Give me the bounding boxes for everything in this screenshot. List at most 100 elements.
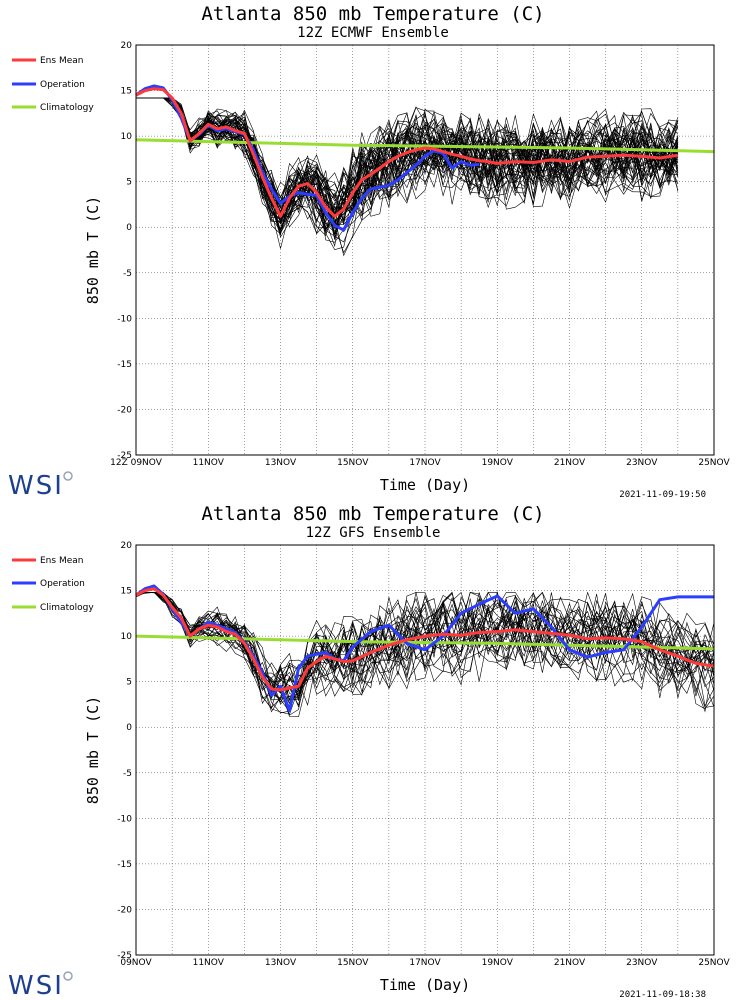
y-tick-label: 0 bbox=[126, 223, 132, 233]
legend: Ens Mean Operation Climatology bbox=[12, 556, 94, 613]
wsi-logo-text: WSI bbox=[8, 971, 64, 1000]
y-tick-label: -15 bbox=[117, 360, 132, 370]
y-tick-label: 5 bbox=[126, 178, 132, 188]
y-tick-label: -5 bbox=[123, 269, 132, 279]
y-tick-label: -25 bbox=[117, 951, 132, 961]
legend-label-climatology: Climatology bbox=[40, 103, 94, 113]
y-tick-label: -15 bbox=[117, 860, 132, 870]
y-tick-label: -5 bbox=[123, 769, 132, 779]
y-tick-label: -20 bbox=[117, 405, 132, 415]
x-tick-label: 19NOV bbox=[482, 458, 514, 468]
y-axis-ticks: 20 15 10 5 0 -5 -10 -15 -20 -25 bbox=[117, 541, 132, 961]
x-tick-label: 23NOV bbox=[626, 458, 658, 468]
ensemble-member-line bbox=[136, 97, 679, 235]
ensemble-member-line bbox=[136, 97, 679, 226]
ensemble-member-line bbox=[136, 97, 679, 213]
y-tick-label: 20 bbox=[121, 541, 133, 551]
chart-subtitle: 12Z ECMWF Ensemble bbox=[297, 25, 449, 41]
wsi-logo: WSI bbox=[8, 971, 73, 1000]
y-tick-label: -25 bbox=[117, 451, 132, 461]
y-axis-ticks: 20 15 10 5 0 -5 -10 -15 -20 -25 bbox=[117, 41, 132, 461]
x-axis-ticks: 12Z 09NOV 11NOV 13NOV 15NOV 17NOV 19NOV 21NOV 2… bbox=[110, 458, 730, 468]
chart-subtitle: 12Z GFS Ensemble bbox=[306, 525, 441, 541]
ensemble-member-line bbox=[135, 592, 715, 713]
x-tick-label: 25NOV bbox=[698, 458, 730, 468]
ensemble-member-line bbox=[135, 592, 715, 701]
x-axis-ticks: 09NOV 11NOV 13NOV 15NOV 17NOV 19NOV 21NOV 23NOV… bbox=[120, 958, 730, 968]
plot-frame bbox=[135, 544, 715, 956]
x-tick-label: 13NOV bbox=[265, 958, 297, 968]
series-line-climatology bbox=[135, 138, 715, 154]
legend-label-climatology: Climatology bbox=[40, 603, 94, 613]
series-line-climatology bbox=[135, 634, 715, 651]
chart-title: Atlanta 850 mb Temperature (C) bbox=[201, 503, 544, 525]
ensemble-member-line bbox=[136, 97, 679, 225]
plot-grid bbox=[136, 45, 714, 455]
x-tick-label: 19NOV bbox=[482, 958, 514, 968]
ensemble-member-line bbox=[135, 592, 715, 703]
ecmwf-chart-panel: Atlanta 850 mb Temperature (C) 12Z ECMWF… bbox=[8, 3, 730, 501]
x-tick-label: 09NOV bbox=[120, 958, 152, 968]
run-timestamp: 2021-11-09-18:38 bbox=[619, 990, 706, 1000]
plot-grid bbox=[136, 545, 714, 955]
logo-mark-icon bbox=[63, 471, 73, 481]
x-tick-label: 17NOV bbox=[409, 958, 441, 968]
run-timestamp: 2021-11-09-19:50 bbox=[619, 490, 706, 500]
ensemble-member-line bbox=[135, 592, 715, 707]
y-tick-label: 20 bbox=[121, 41, 133, 51]
x-tick-label: 11NOV bbox=[193, 958, 225, 968]
y-tick-label: 10 bbox=[121, 632, 133, 642]
x-tick-label: 15NOV bbox=[337, 458, 369, 468]
legend-label-operation: Operation bbox=[40, 579, 85, 589]
x-tick-label: 15NOV bbox=[337, 958, 369, 968]
ensemble-member-line bbox=[136, 97, 679, 221]
logo-mark-icon bbox=[63, 971, 73, 981]
y-tick-label: 15 bbox=[121, 587, 132, 597]
ensemble-member-line bbox=[136, 97, 679, 214]
x-tick-label: 13NOV bbox=[265, 458, 297, 468]
y-tick-label: 0 bbox=[126, 723, 132, 733]
x-axis-label: Time (Day) bbox=[380, 476, 470, 494]
plot-frame bbox=[135, 44, 715, 456]
ensemble-member-line bbox=[136, 97, 679, 239]
series-line-ens-mean bbox=[135, 587, 715, 692]
y-tick-label: -10 bbox=[117, 814, 132, 824]
x-tick-label: 11NOV bbox=[193, 458, 225, 468]
gfs-chart-panel: Atlanta 850 mb Temperature (C) 12Z GFS E… bbox=[8, 503, 730, 1000]
y-axis-label: 850 mb T (C) bbox=[84, 696, 102, 804]
y-axis-label: 850 mb T (C) bbox=[84, 196, 102, 304]
series-line-ens-mean bbox=[135, 87, 679, 218]
ensemble-member-line bbox=[135, 592, 715, 691]
x-tick-label: 21NOV bbox=[554, 458, 586, 468]
legend-label-operation: Operation bbox=[40, 80, 85, 90]
y-tick-label: 10 bbox=[121, 132, 133, 142]
wsi-logo: WSI bbox=[8, 471, 73, 501]
x-tick-label: 21NOV bbox=[554, 958, 586, 968]
ensemble-member-line bbox=[136, 97, 678, 234]
ensemble-member-line bbox=[136, 97, 679, 240]
x-tick-label: 23NOV bbox=[626, 958, 658, 968]
legend: Ens Mean Operation Climatology bbox=[12, 56, 94, 113]
ensemble-member-line bbox=[135, 592, 715, 705]
y-tick-label: -10 bbox=[117, 314, 132, 324]
x-tick-label: 17NOV bbox=[409, 458, 441, 468]
y-tick-label: 15 bbox=[121, 87, 132, 97]
x-tick-label: 25NOV bbox=[698, 958, 730, 968]
x-tick-label: 12Z 09NOV bbox=[110, 458, 163, 468]
ensemble-member-line bbox=[136, 97, 679, 227]
ensemble-members bbox=[136, 97, 679, 257]
legend-label-ens-mean: Ens Mean bbox=[40, 556, 83, 566]
chart-title: Atlanta 850 mb Temperature (C) bbox=[201, 3, 544, 25]
x-axis-label: Time (Day) bbox=[380, 976, 470, 994]
main-series bbox=[135, 584, 715, 713]
ensemble-member-line bbox=[135, 592, 715, 717]
y-tick-label: 5 bbox=[126, 678, 132, 688]
y-tick-label: -20 bbox=[117, 905, 132, 915]
legend-label-ens-mean: Ens Mean bbox=[40, 56, 83, 66]
wsi-logo-text: WSI bbox=[8, 471, 64, 501]
main-series bbox=[135, 84, 715, 232]
ensemble-member-line bbox=[136, 97, 679, 217]
ensemble-member-line bbox=[136, 97, 679, 226]
ensemble-member-line bbox=[136, 97, 679, 230]
